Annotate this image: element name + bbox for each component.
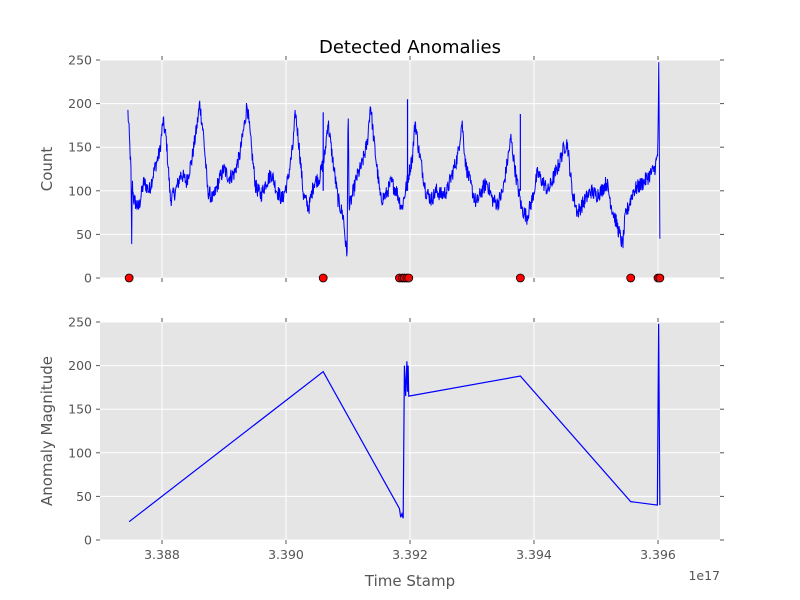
anomaly-marker — [404, 273, 414, 283]
anomaly-marker — [318, 273, 328, 283]
top-ticks: 0 50 100 150 200 250 — [68, 53, 724, 286]
y-tick-label: 50 — [76, 489, 92, 504]
magnitude-series-line — [128, 323, 661, 523]
y-tick-label: 150 — [68, 402, 92, 417]
bottom-series-layer — [128, 323, 661, 523]
y-tick-label: 0 — [84, 271, 92, 286]
y-tick-label: 100 — [68, 183, 92, 198]
chart-title: Detected Anomalies — [319, 37, 501, 58]
bottom-panel: 3.388 3.390 3.392 3.394 3.396 0 50 100 150 200 250… — [38, 315, 724, 590]
top-panel: 0 50 100 150 200 250 Detected Anomalies Count — [38, 37, 724, 286]
x-tick-label: 3.388 — [144, 547, 180, 562]
x-axis-offset-label: 1e17 — [688, 568, 720, 583]
bottom-y-axis-label: Anomaly Magnitude — [38, 356, 56, 506]
y-tick-label: 250 — [68, 315, 92, 330]
x-tick-label: 3.392 — [392, 547, 428, 562]
x-tick-label: 3.390 — [268, 547, 304, 562]
top-series-layer — [124, 62, 665, 283]
y-tick-label: 200 — [68, 96, 92, 111]
x-axis-label: Time Stamp — [364, 572, 455, 590]
y-tick-label: 50 — [76, 227, 92, 242]
x-tick-label: 3.394 — [516, 547, 552, 562]
y-tick-label: 150 — [68, 140, 92, 155]
anomaly-marker — [124, 273, 134, 283]
top-y-axis-label: Count — [38, 147, 56, 192]
anomaly-marker — [515, 273, 525, 283]
anomaly-marker — [626, 273, 636, 283]
y-tick-label: 250 — [68, 53, 92, 68]
y-tick-label: 0 — [84, 533, 92, 548]
y-tick-label: 200 — [68, 358, 92, 373]
anomaly-marker — [655, 273, 665, 283]
y-tick-label: 100 — [68, 445, 92, 460]
count-series-line — [127, 62, 661, 257]
bottom-grid — [100, 321, 720, 541]
bottom-ticks: 3.388 3.390 3.392 3.394 3.396 0 50 100 150 200 250 — [68, 315, 724, 562]
x-tick-label: 3.396 — [640, 547, 676, 562]
